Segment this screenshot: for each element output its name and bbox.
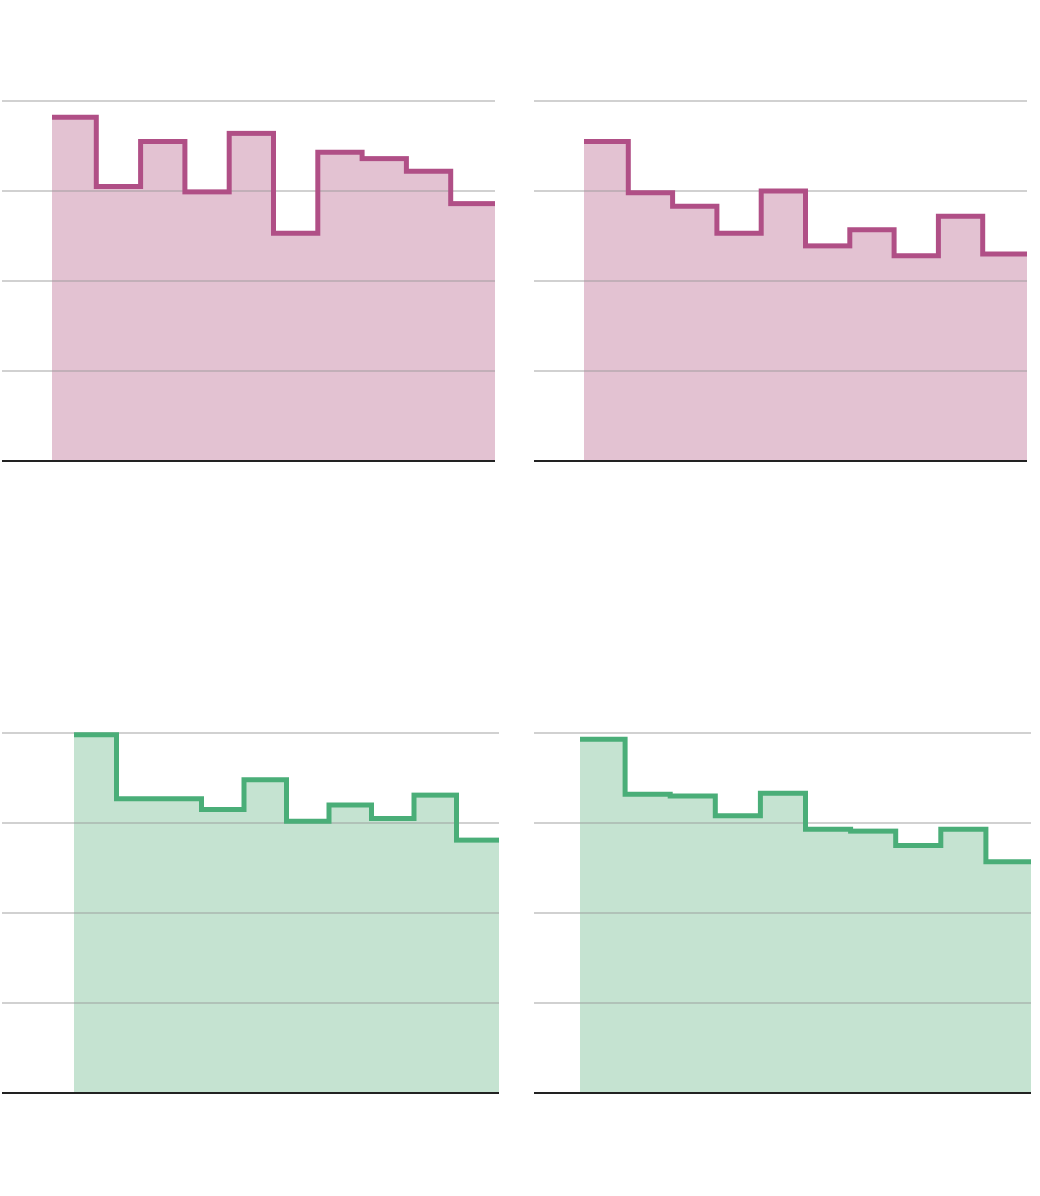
chart-svg	[2, 100, 495, 462]
area-fill	[52, 117, 495, 461]
area-fill	[580, 739, 1031, 1093]
series-line	[584, 139, 1027, 259]
chart-panel-2	[532, 60, 1032, 462]
chart-panel-1	[0, 60, 500, 462]
area-fill	[74, 734, 499, 1093]
chart-panel-3	[0, 692, 500, 1094]
series-line	[580, 736, 1031, 865]
series-line	[52, 114, 495, 236]
chart-svg	[2, 732, 499, 1094]
chart-svg	[534, 732, 1031, 1094]
chart-svg	[534, 100, 1027, 462]
chart-panel-4	[532, 692, 1032, 1094]
series-line	[74, 732, 499, 843]
area-fill	[584, 141, 1027, 461]
